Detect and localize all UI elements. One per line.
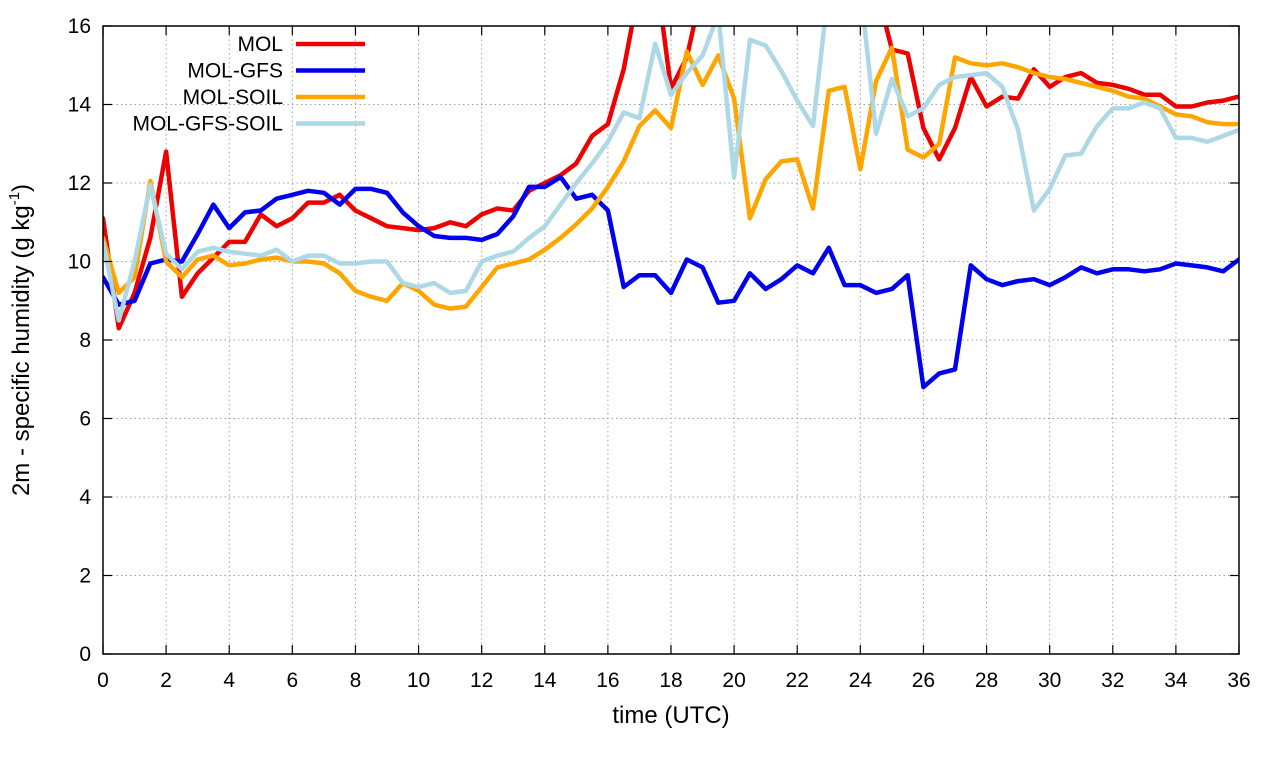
x-tick-label: 20 <box>722 669 745 692</box>
series-lines <box>103 26 1239 390</box>
y-tick-label: 6 <box>79 408 91 431</box>
x-axis-title: time (UTC) <box>612 702 729 729</box>
x-tick-label: 26 <box>912 669 935 692</box>
axis-ticks: 0 2 4 6 8 10 12 14 16 18 20 22 24 26 28 30 32 34 360246810… <box>68 15 1251 692</box>
legend-label-mol: MOL <box>237 33 283 56</box>
x-tick-label: 28 <box>975 669 998 692</box>
legend-label-mol-gfs: MOL-GFS <box>187 60 283 83</box>
x-tick-label: 0 <box>97 669 109 692</box>
y-axis-title-tail: ) <box>8 184 35 192</box>
y-tick-label: 10 <box>68 251 91 274</box>
x-tick-label: 8 <box>350 669 362 692</box>
x-tick-label: 16 <box>596 669 619 692</box>
y-tick-label: 16 <box>68 15 91 38</box>
x-tick-label: 36 <box>1227 669 1250 692</box>
x-tick-label: 12 <box>470 669 493 692</box>
y-tick-label: 4 <box>79 486 91 509</box>
x-tick-label: 18 <box>659 669 682 692</box>
y-axis-title-main: 2m - specific humidity (g kg <box>8 205 35 496</box>
y-axis-title: 2m - specific humidity (g kg-1) <box>6 184 35 496</box>
x-tick-label: 10 <box>407 669 430 692</box>
x-tick-label: 32 <box>1101 669 1124 692</box>
legend-label-mol-gfs-soil: MOL-GFS-SOIL <box>132 113 283 136</box>
grid-lines <box>103 26 1239 654</box>
x-tick-label: 30 <box>1038 669 1061 692</box>
y-tick-label: 8 <box>79 329 91 352</box>
y-tick-label: 2 <box>79 565 91 588</box>
y-tick-label: 0 <box>79 643 91 666</box>
legend-label-mol-soil: MOL-SOIL <box>183 86 283 109</box>
y-tick-label: 12 <box>68 172 91 195</box>
x-tick-label: 6 <box>286 669 298 692</box>
x-tick-label: 22 <box>786 669 809 692</box>
x-tick-label: 34 <box>1164 669 1188 692</box>
legend: MOL MOL-GFS MOL-SOIL MOL-GFS-SOIL <box>132 33 365 136</box>
y-tick-label: 14 <box>68 94 92 117</box>
x-tick-label: 24 <box>849 669 873 692</box>
x-tick-label: 14 <box>533 669 557 692</box>
series-line-mol-gfs-soil <box>103 26 1239 323</box>
x-tick-label: 2 <box>160 669 172 692</box>
y-axis-title-superscript: -1 <box>6 192 23 205</box>
series-line-mol-gfs <box>103 174 1239 390</box>
x-tick-label: 4 <box>223 669 235 692</box>
